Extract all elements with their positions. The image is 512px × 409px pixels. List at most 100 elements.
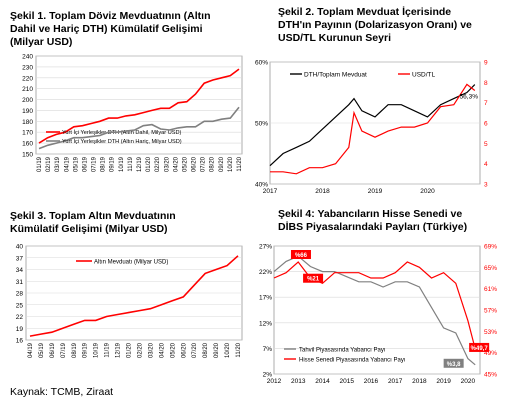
x-tick-label: 2016 [364,378,379,385]
y-left-tick-label: 40% [255,182,268,189]
series-line [273,255,476,366]
x-tick-label: 03/20 [164,156,170,172]
y-tick-label: 170 [22,130,33,137]
x-tick-label: 04/20 [173,156,179,172]
y-tick-label: 220 [22,75,33,82]
x-tick-label: 08/20 [210,156,216,172]
annotation-label: %66 [295,253,308,259]
x-tick-label: 11/20 [236,342,242,357]
series-line [269,84,476,167]
y-right-tick-label: 8 [484,80,488,87]
y-tick-label: 190 [22,108,33,115]
x-tick-label: 09/20 [219,156,225,172]
y-tick-label: 19 [16,326,24,333]
y-tick-label: 37 [16,255,24,262]
y-tick-label: 22 [16,314,24,321]
y-left-tick-label: 2% [263,372,273,379]
chart2-plot: 40% 50% 60% 3 4 5 6 7 8 9 2017 2018 2019 2020 DTH/Topl… [255,60,488,196]
chart2-title-line: Şekil 2. Toplam Mevduat İçerisinde [278,6,452,18]
x-tick-label: 07/20 [192,342,198,358]
x-tick-label: 2017 [263,188,278,195]
x-tick-label: 07/20 [201,156,207,172]
x-tick-label: 02/19 [46,156,52,172]
x-tick-label: 06/20 [192,156,198,172]
x-tick-label: 02/20 [155,156,161,172]
legend-label: Hisse Senedi Piyasasında Yabancı Payı [299,358,406,364]
x-tick-label: 2015 [339,378,354,385]
legend-label: Yurt İçi Yerleşikler DTH (Altın Dahil, M… [62,129,181,136]
x-tick-label: 2013 [291,378,306,385]
x-tick-label: 03/19 [55,156,61,172]
x-tick-label: 2018 [315,188,330,195]
chart1-plot: 150 160 170 180 190 200 210 220 230 240 01/19 02/19… [22,54,243,173]
x-tick-label: 2012 [267,378,282,385]
y-tick-label: 180 [22,119,33,126]
x-tick-label: 05/19 [73,156,79,172]
chart1-title-line: Şekil 1. Toplam Döviz Mevduatının (Altın [10,10,211,22]
x-tick-label: 04/20 [159,342,165,358]
x-tick-label: 2014 [315,378,330,385]
chart3-title: Şekil 3. Toplam Altın Mevduatının Kümüla… [10,210,248,236]
y-left-tick-label: 50% [255,121,268,128]
x-tick-label: 07/19 [61,342,67,358]
x-tick-label: 09/19 [110,156,116,172]
y-tick-label: 210 [22,86,33,93]
x-tick-label: 05/20 [182,156,188,172]
legend-label: USD/TL [412,72,436,79]
y-tick-label: 31 [16,279,24,286]
x-tick-label: 03/20 [148,342,154,358]
series-line [270,83,476,175]
y-left-tick-label: 27% [259,244,272,251]
x-tick-label: 10/20 [225,342,231,358]
y-right-tick-label: 4 [484,161,488,168]
chart1-title: Şekil 1. Toplam Döviz Mevduatının (Altın… [10,10,248,49]
x-tick-label: 12/19 [116,342,122,358]
y-left-tick-label: 60% [255,60,268,67]
y-left-tick-label: 7% [263,346,273,353]
x-tick-label: 12/19 [137,156,143,172]
x-tick-label: 10/19 [94,342,100,358]
x-tick-label: 09/20 [214,342,220,358]
chart1-title-line: Dahil ve Hariç DTH) Kümülatif Gelişimi [10,23,203,35]
y-tick-label: 230 [22,64,33,71]
annotation-box [443,358,464,368]
x-tick-label: 2020 [461,378,476,385]
y-left-tick-label: 12% [259,320,272,327]
x-tick-label: 01/20 [127,342,133,358]
annotation-label: %3,8 [447,362,461,368]
x-tick-label: 2020 [420,188,435,195]
x-tick-label: 06/19 [50,342,56,358]
x-tick-label: 2017 [388,378,403,385]
y-tick-label: 25 [16,302,24,309]
y-right-tick-label: 7 [484,100,488,107]
x-tick-label: 07/19 [92,156,98,172]
legend-label: DTH/Toplam Mevduat [304,72,367,79]
chart2-title-line: USD/TL Kurunun Seyri [278,32,391,44]
y-right-tick-label: 57% [484,308,497,315]
annotation-box [290,250,311,259]
x-tick-label: 2019 [368,188,383,195]
chart3-title-line: Kümülatif Gelişimi (Milyar USD) [10,223,168,235]
x-tick-label: 04/19 [28,342,34,358]
x-tick-label: 01/19 [37,156,43,172]
y-tick-label: 200 [22,97,33,104]
x-tick-label: 11/20 [237,156,243,171]
y-right-tick-label: 49% [484,350,497,357]
x-tick-label: 11/19 [128,156,134,171]
chart4-title-line: Şekil 4: Yabancıların Hisse Senedi ve [278,208,463,220]
y-tick-label: 34 [16,267,24,274]
y-tick-label: 16 [16,338,24,345]
y-right-tick-label: 45% [484,372,497,379]
x-tick-label: 10/20 [228,156,234,172]
annotation-box [303,273,324,283]
y-right-tick-label: 5 [484,141,488,148]
y-tick-label: 240 [22,54,33,61]
annotation-box [469,342,490,352]
y-left-tick-label: 17% [259,295,272,302]
x-tick-label: 2018 [412,378,427,385]
chart2-title-line: DTH'ın Payının (Dolarizasyon Oranı) ve [278,19,472,31]
y-tick-label: 40 [16,244,24,251]
series-line [38,68,240,144]
y-left-tick-label: 22% [259,269,272,276]
x-tick-label: 11/19 [105,342,111,357]
